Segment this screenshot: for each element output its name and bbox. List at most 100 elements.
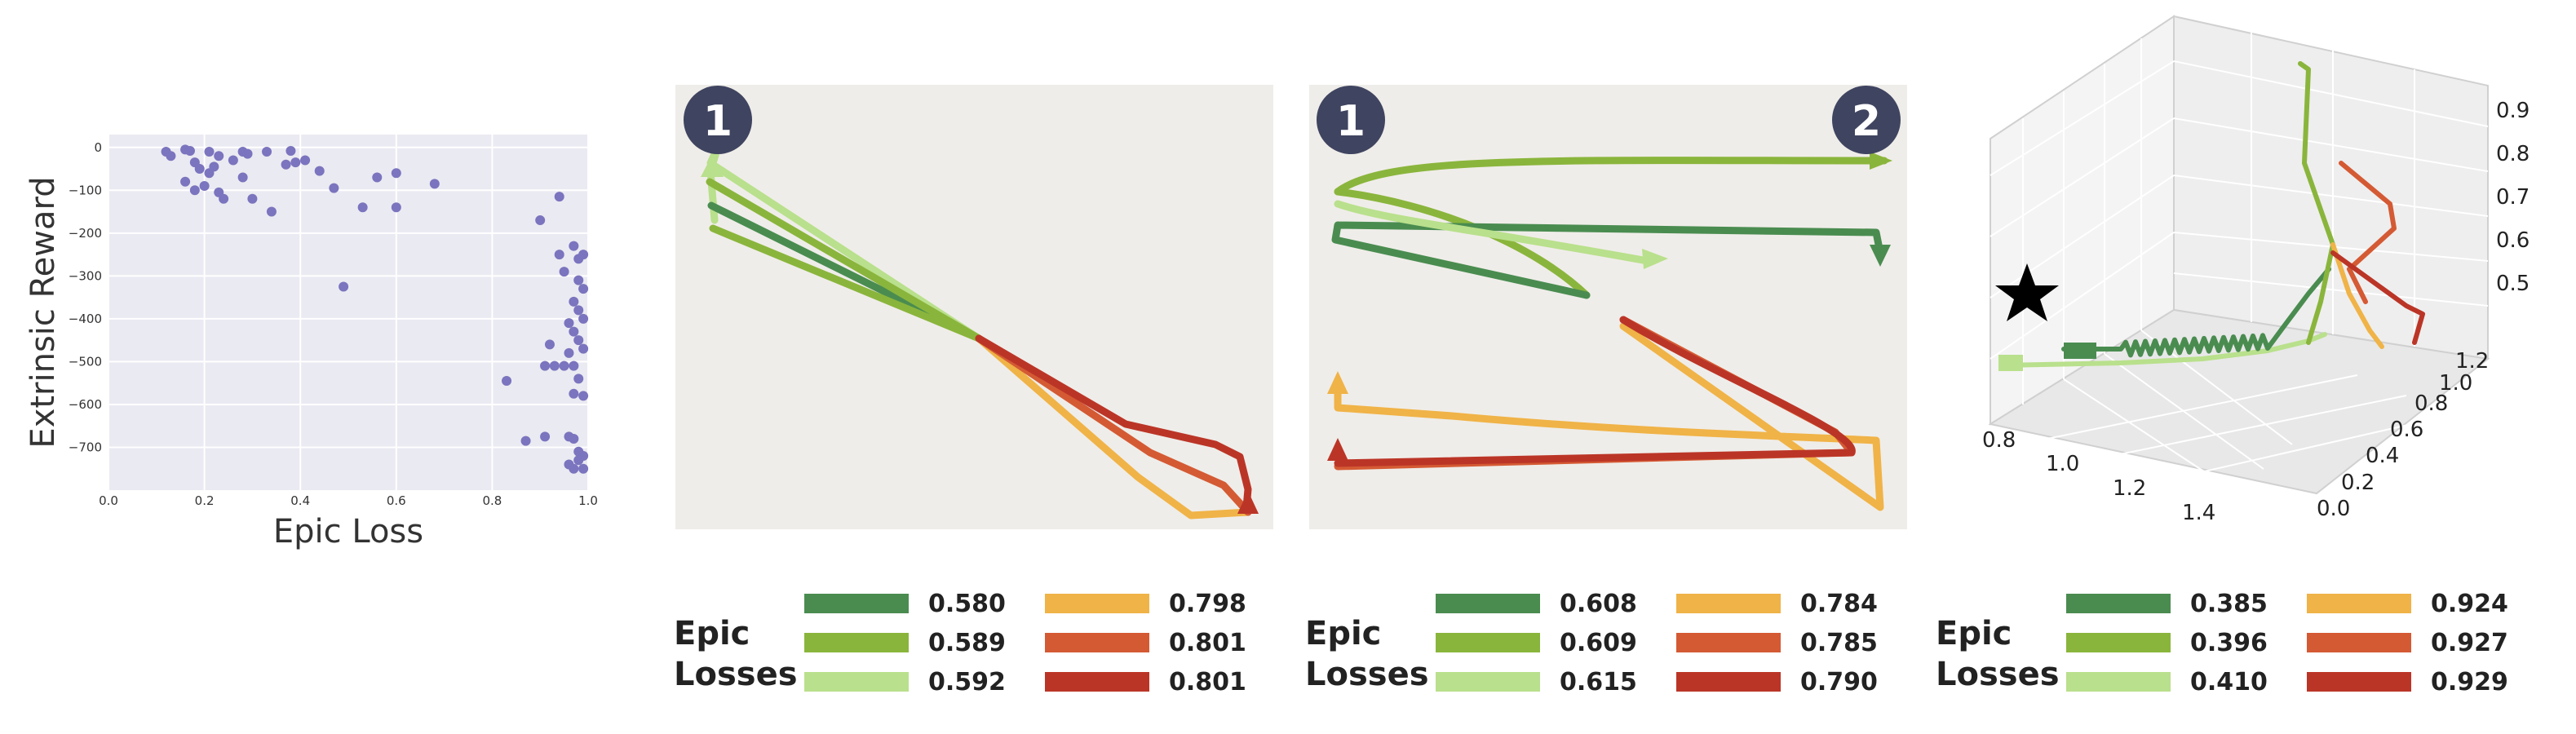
scatter-point <box>573 374 584 384</box>
legend-title-line-2: Losses <box>674 656 798 693</box>
scatter-y-tick-label: −400 <box>69 312 102 326</box>
svg-text:1.0: 1.0 <box>2046 452 2079 476</box>
scatter-point <box>554 250 564 260</box>
scatter-point <box>569 463 579 474</box>
star-icon <box>1995 263 2059 321</box>
scatter-point <box>573 305 584 316</box>
trajectories-panel-2: 1 2 <box>1309 85 1907 529</box>
scatter-point <box>204 168 215 179</box>
scatter-point <box>569 360 579 371</box>
svg-text:0.4: 0.4 <box>2366 444 2399 468</box>
legend-value: 0.790 <box>1800 668 1878 696</box>
scatter-point <box>285 145 296 156</box>
legend-value: 0.396 <box>2190 629 2268 657</box>
svg-text:0.6: 0.6 <box>2496 228 2530 253</box>
legend-value: 0.927 <box>2431 629 2508 657</box>
legend-swatch <box>1436 672 1540 692</box>
legend-panel-3: Epic Losses 0.385 0.396 0.410 0.924 0.927 0.929 <box>1936 590 2508 696</box>
scatter-y-tick-label: −300 <box>69 268 102 283</box>
scatter-plot-area <box>108 135 588 490</box>
scatter-ticks: 0.0 0.2 0.4 0.6 0.8 1.0 0 −100 −200 −300 −400 −500 −… <box>69 140 598 508</box>
legend-title-line-2: Losses <box>1936 656 2060 693</box>
scatter-point <box>194 164 205 175</box>
scatter-point <box>569 296 579 307</box>
scatter-point <box>549 360 560 371</box>
legend-value: 0.592 <box>928 668 1006 696</box>
svg-text:0.9: 0.9 <box>2496 99 2530 123</box>
arrow-head-lightgreen <box>1642 249 1668 269</box>
legend-value: 0.589 <box>928 629 1006 657</box>
scatter-point <box>520 436 531 446</box>
legend-swatch <box>1676 594 1781 613</box>
badge-2: 2 <box>1832 86 1901 154</box>
scatter-point <box>502 376 512 387</box>
start-arrow-head <box>701 155 724 177</box>
legend-swatch <box>804 633 909 652</box>
svg-text:1: 1 <box>703 97 733 146</box>
scatter-point <box>578 391 589 401</box>
scatter-point <box>357 202 368 213</box>
3d-y-ticks: 0.0 0.2 0.4 0.6 0.8 1.0 1.2 <box>2317 349 2489 521</box>
svg-text:0.6: 0.6 <box>2390 418 2423 442</box>
legend-panel-2: Epic Losses 0.608 0.609 0.615 0.784 0.785 0.790 <box>1305 590 1878 696</box>
trajectory-line-8 <box>1334 157 1888 196</box>
scatter-point <box>372 172 383 183</box>
legend-swatch <box>2066 633 2171 652</box>
scatter-point <box>535 215 546 226</box>
3d-x-ticks: 0.8 1.0 1.2 1.4 <box>1982 428 2215 525</box>
legend-value: 0.784 <box>1800 590 1878 618</box>
3d-trajectory-green <box>2298 61 2335 345</box>
scatter-point <box>237 172 248 183</box>
scatter-point <box>559 267 569 277</box>
scatter-point <box>578 343 589 354</box>
svg-text:2: 2 <box>1852 97 1881 146</box>
scatter-x-tick-label: 0.4 <box>290 493 310 508</box>
legend-value: 0.801 <box>1169 668 1246 696</box>
svg-text:1.2: 1.2 <box>2113 476 2146 501</box>
scatter-point <box>189 185 200 196</box>
arrow-head-green <box>1870 152 1892 170</box>
legend-value: 0.609 <box>1560 629 1637 657</box>
legend-swatch <box>2307 594 2411 613</box>
legend-swatch <box>1045 672 1149 692</box>
3d-z-ticks: 0.9 0.8 0.7 0.6 0.5 <box>2496 99 2530 296</box>
scatter-point <box>247 193 258 204</box>
legend-value: 0.929 <box>2431 668 2508 696</box>
scatter-point <box>559 360 569 371</box>
legend-value: 0.615 <box>1560 668 1637 696</box>
scatter-point <box>554 192 564 202</box>
scatter-x-tick-label: 0.0 <box>99 493 118 508</box>
back-right-pane <box>2173 15 2489 360</box>
scatter-point <box>262 147 272 157</box>
legend-title-line-1: Epic <box>674 615 750 652</box>
scatter-point <box>578 313 589 324</box>
svg-text:0.7: 0.7 <box>2496 185 2530 210</box>
legend-panel-1: Epic Losses 0.580 0.589 0.592 0.798 0.801 0.801 <box>674 590 1246 696</box>
legend-title-line-2: Losses <box>1305 656 1429 693</box>
3d-trajectory-darkgreen <box>2061 267 2331 358</box>
legend-swatch <box>804 672 909 692</box>
svg-text:0.8: 0.8 <box>2414 391 2448 416</box>
trajectory-line-4 <box>975 334 1252 520</box>
scatter-point <box>290 157 301 168</box>
legend-swatch <box>1676 672 1781 692</box>
legend-swatch <box>1045 594 1149 613</box>
scatter-point <box>578 250 589 260</box>
trajectories-3d-plot: 0.9 0.8 0.7 0.6 0.5 0.8 1.0 1.2 1.4 0.0 … <box>1982 15 2530 525</box>
svg-text:1: 1 <box>1336 97 1365 146</box>
scatter-point <box>199 181 210 192</box>
svg-text:0.8: 0.8 <box>1982 428 2016 453</box>
scatter-x-tick-label: 0.6 <box>387 493 406 508</box>
svg-text:1.0: 1.0 <box>2439 371 2472 396</box>
legend-value: 0.410 <box>2190 668 2268 696</box>
legend-swatch <box>1436 633 1540 652</box>
scatter-point <box>540 431 551 442</box>
legend-value: 0.785 <box>1800 629 1878 657</box>
scatter-point <box>219 193 229 204</box>
legend-swatch <box>2307 633 2411 652</box>
scatter-chart: 0.0 0.2 0.4 0.6 0.8 1.0 0 −100 −200 −300 −400 −500 −… <box>24 135 598 550</box>
legend-value: 0.608 <box>1560 590 1637 618</box>
legend-value: 0.385 <box>2190 590 2268 618</box>
scatter-point <box>544 339 555 350</box>
badge-1: 1 <box>684 86 752 154</box>
